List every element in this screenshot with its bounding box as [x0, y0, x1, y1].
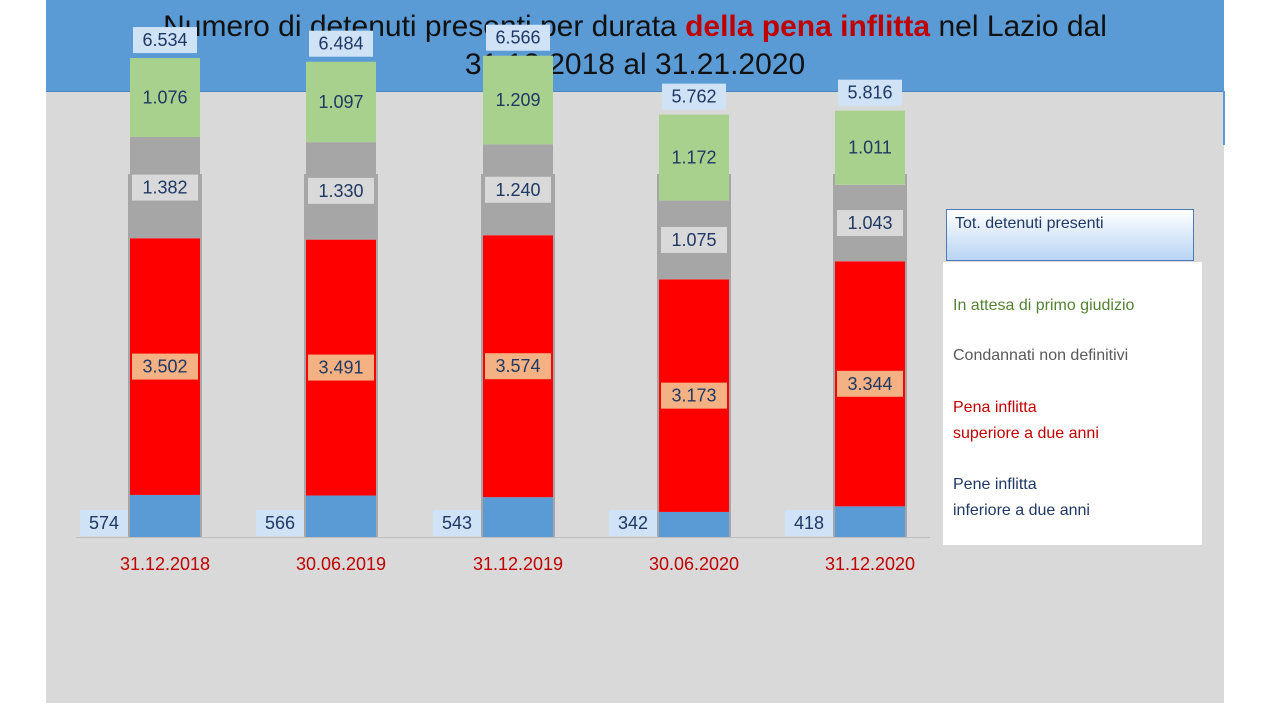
bar-below-two-years-2 [306, 495, 376, 537]
data-label-above-two-years-5-bg [837, 370, 903, 397]
data-label-total-2-bg [309, 30, 373, 57]
data-label-below-two-years-5-bg [785, 510, 833, 536]
data-label-below-two-years-1-bg [80, 510, 128, 536]
data-label-awaiting-trial-3-bg [485, 87, 551, 114]
data-label-non-definitive-5: 1.043 [847, 213, 892, 233]
data-label-total-3: 6.566 [495, 28, 540, 48]
data-label-awaiting-trial-1-bg [132, 84, 198, 111]
data-label-above-two-years-2: 3.491 [318, 358, 363, 378]
data-label-awaiting-trial-2: 1.097 [318, 92, 363, 112]
legend-label-below-line-2: inferiore a due anni [953, 502, 1090, 519]
data-label-non-definitive-2: 1.330 [318, 181, 363, 201]
legend-item-above-two-years: Pena inflitta superiore a due anni [953, 395, 1099, 447]
data-label-non-definitive-2-bg [308, 177, 374, 204]
data-label-total-4-bg [662, 83, 726, 110]
x-tick-label-2: 30.06.2019 [296, 554, 386, 574]
data-label-non-definitive-4-bg [661, 226, 727, 253]
data-label-above-two-years-1-bg [132, 353, 198, 380]
x-tick-label-3: 31.12.2019 [473, 554, 563, 574]
x-tick-label-4: 30.06.2020 [649, 554, 739, 574]
legend-label-above-line-1: Pena inflitta [953, 399, 1037, 416]
data-label-non-definitive-1-bg [132, 174, 198, 201]
data-label-total-5-bg [838, 79, 902, 106]
data-label-above-two-years-1: 3.502 [142, 357, 187, 377]
bar-below-two-years-4 [659, 511, 729, 537]
title-bar-edge [1223, 91, 1225, 145]
legend-item-non-definitive: Condannati non definitivi [953, 347, 1129, 364]
bar-below-two-years-1 [130, 494, 200, 537]
data-label-above-two-years-3: 3.574 [495, 356, 540, 376]
legend-label-below-line-1: Pene inflitta [953, 476, 1037, 493]
data-label-total-1: 6.534 [142, 30, 187, 50]
data-label-non-definitive-3: 1.240 [495, 180, 540, 200]
data-label-below-two-years-5: 418 [794, 513, 824, 533]
data-label-awaiting-trial-5: 1.011 [848, 138, 892, 158]
data-label-awaiting-trial-3: 1.209 [495, 90, 540, 110]
legend-item-awaiting-trial: In attesa di primo giudizio [953, 297, 1135, 314]
data-label-total-5: 5.816 [847, 83, 892, 103]
data-label-below-two-years-1: 574 [89, 513, 119, 533]
title-text-start: Numero di detenuti presenti per durata [163, 9, 686, 43]
title-bar: Numero di detenuti presenti per durata d… [46, 0, 1224, 92]
data-label-awaiting-trial-4-bg [661, 144, 727, 171]
chart-title-line-1: Numero di detenuti presenti per durata d… [163, 8, 1107, 46]
data-label-above-two-years-4: 3.173 [671, 386, 716, 406]
x-tick-label-1: 31.12.2018 [120, 554, 210, 574]
bar-below-two-years-5 [835, 506, 905, 537]
data-label-non-definitive-5-bg [837, 210, 903, 237]
data-label-below-two-years-2-bg [256, 510, 304, 536]
data-label-below-two-years-4: 342 [618, 513, 648, 533]
data-label-above-two-years-5: 3.344 [847, 374, 892, 394]
data-label-non-definitive-4: 1.075 [671, 230, 716, 250]
data-label-above-two-years-2-bg [308, 354, 374, 381]
chart-legend: In attesa di primo giudizio Condannati n… [943, 262, 1202, 545]
data-label-total-3-bg [486, 24, 550, 51]
bar-below-two-years-3 [483, 497, 553, 537]
x-tick-label-5: 31.12.2020 [825, 554, 915, 574]
title-text-end: nel Lazio dal [930, 9, 1107, 43]
data-label-total-4: 5.762 [671, 87, 716, 107]
data-label-non-definitive-1: 1.382 [142, 178, 187, 198]
data-label-awaiting-trial-5-bg [837, 134, 903, 161]
title-highlight: della pena inflitta [685, 9, 931, 43]
legend-item-below-two-years: Pene inflitta inferiore a due anni [953, 472, 1090, 524]
data-label-below-two-years-4-bg [609, 510, 657, 536]
data-label-awaiting-trial-2-bg [308, 88, 374, 115]
data-label-above-two-years-4-bg [661, 382, 727, 409]
data-label-below-two-years-3: 543 [442, 513, 472, 533]
legend-item-total: Tot. detenuti presenti [946, 209, 1194, 261]
data-label-awaiting-trial-4: 1.172 [671, 148, 716, 168]
data-label-below-two-years-3-bg [433, 510, 481, 536]
data-label-above-two-years-3-bg [485, 353, 551, 380]
data-label-non-definitive-3-bg [485, 176, 551, 203]
data-label-awaiting-trial-1: 1.076 [142, 87, 187, 107]
legend-label-above-line-2: superiore a due anni [953, 425, 1099, 442]
data-label-total-2: 6.484 [318, 34, 363, 54]
data-label-below-two-years-2: 566 [265, 513, 295, 533]
data-label-total-1-bg [133, 27, 197, 54]
